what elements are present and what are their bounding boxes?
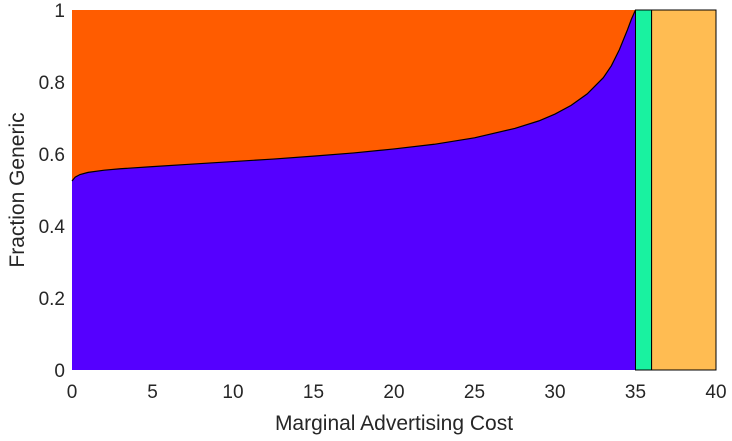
x-tick-label: 25 (464, 382, 485, 403)
x-tick-label: 5 (147, 382, 158, 403)
region-1 (72, 10, 636, 181)
boundary-curve-line (71, 9, 637, 182)
x-tick-label: 30 (544, 382, 565, 403)
y-axis-label: Fraction Generic (6, 112, 29, 267)
y-tick-label: 0.2 (39, 289, 65, 310)
x-tick-label: 10 (222, 382, 243, 403)
x-tick-label: 40 (705, 382, 726, 403)
x-tick-label: 0 (67, 382, 78, 403)
region-2 (635, 9, 653, 371)
y-tick-label: 0.4 (39, 217, 66, 238)
x-tick-label: 35 (625, 382, 646, 403)
y-tick-label: 1 (54, 1, 65, 22)
y-tick-label: 0.8 (39, 73, 65, 94)
chart-regions (72, 9, 717, 371)
y-tick-label: 0.6 (39, 145, 65, 166)
x-axis-label: Marginal Advertising Cost (275, 412, 513, 435)
x-tick-label: 20 (383, 382, 404, 403)
region-0 (72, 10, 636, 370)
region-3 (651, 9, 717, 371)
x-axis-ticks: 0 5 10 15 20 25 30 35 40 (67, 382, 727, 403)
y-axis-ticks: 0 0.2 0.4 0.6 0.8 1 (39, 1, 66, 382)
y-tick-label: 0 (54, 361, 65, 382)
x-tick-label: 15 (303, 382, 324, 403)
